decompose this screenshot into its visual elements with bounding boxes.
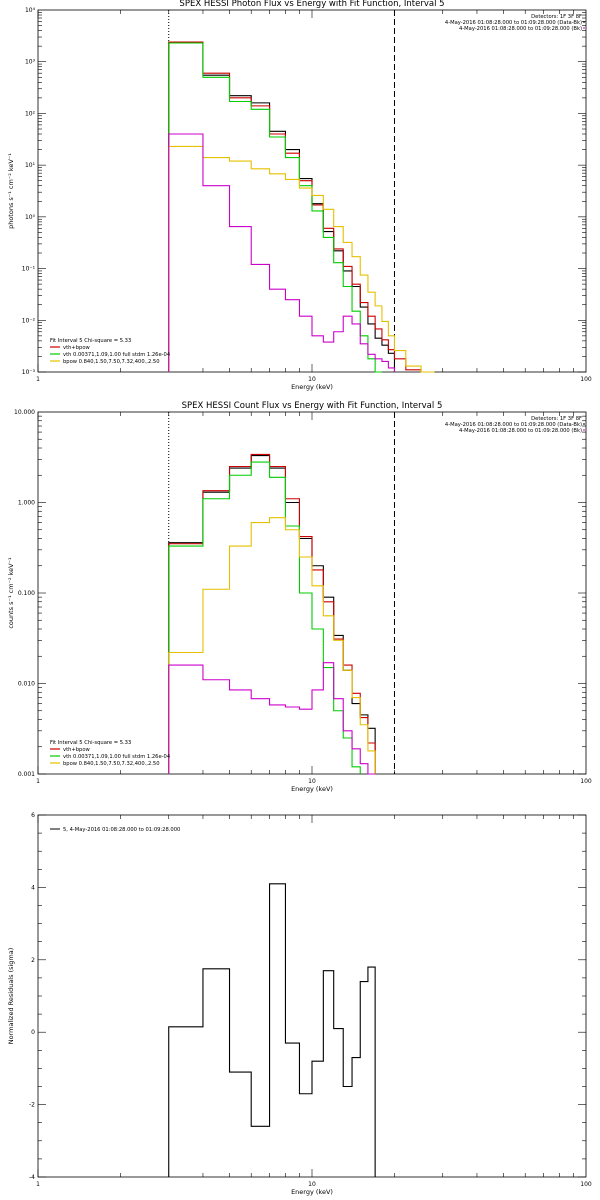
chart-panel-1: SPEX HESSI Photon Flux vs Energy with Fi… (7, 0, 592, 391)
y-tick-label: 0 (31, 1029, 35, 1036)
x-tick-label: 1 (36, 376, 40, 383)
header-line: Detectors: 1F 3F 8F (531, 14, 582, 20)
y-tick-label: 2 (31, 957, 35, 964)
series-data-line (168, 41, 396, 372)
x-tick-label: 10 (308, 778, 316, 785)
y-axis-label: counts s⁻¹ cm⁻² keV⁻¹ (7, 557, 15, 629)
legend-label: vth+bpow (63, 345, 90, 351)
y-axis-label: photons s⁻¹ cm⁻² keV⁻¹ (7, 153, 15, 229)
series-bpow-line (168, 517, 376, 774)
header-line: 4-May-2016 01:08:28.000 to 01:09:28.000 … (445, 20, 582, 26)
legend-label: 5, 4-May-2016 01:08:28.000 to 01:09:28.0… (63, 827, 180, 833)
y-tick-label: 10¹ (25, 162, 36, 169)
y-tick-label: 10⁴ (25, 7, 36, 14)
x-tick-label: 100 (580, 1181, 592, 1188)
x-tick-label: 10 (308, 1181, 316, 1188)
series-bk-line (168, 133, 396, 372)
x-axis-label: Energy (keV) (291, 785, 333, 793)
y-tick-label: -4 (29, 1174, 35, 1181)
series-vth-line (168, 461, 361, 774)
series-bk-line (168, 662, 376, 775)
fit-note: Fit Interval 5 Chi-square = 5.33 (50, 740, 131, 746)
y-tick-label: 0.100 (18, 590, 35, 597)
plot-frame (37, 814, 587, 1178)
y-tick-label: 0.001 (18, 771, 35, 778)
x-tick-label: 10 (308, 376, 316, 383)
y-tick-label: 0.010 (18, 681, 35, 688)
legend-label: vth 0.00371,1.09,1.00 full stdm 1.26e-04 (63, 754, 171, 760)
chart-panel-3: 1 10 100 Energy (keV) -4 -2 0 2 4 6 Normalized Res… (7, 812, 592, 1196)
y-tick-label: 10.000 (14, 409, 35, 416)
x-axis-label: Energy (keV) (291, 383, 333, 391)
y-tick-label: 10⁻¹ (22, 266, 36, 273)
chart-title: SPEX HESSI Count Flux vs Energy with Fit… (182, 401, 443, 411)
header-line: 4-May-2016 01:08:28.000 to 01:09:28.000 … (459, 26, 582, 32)
x-tick-label: 1 (36, 1181, 40, 1188)
y-tick-label: -2 (29, 1102, 35, 1109)
y-tick-label: 1.000 (18, 500, 35, 507)
legend-label: bpow 0.840,1.50,7.50,7.32,400.,2.50 (63, 761, 160, 767)
y-axis-label: Normalized Residuals (sigma) (7, 948, 15, 1045)
x-tick-label: 100 (580, 376, 592, 383)
y-tick-label: 10⁻² (22, 317, 36, 324)
y-tick-label: 10³ (25, 59, 36, 66)
x-tick-label: 1 (36, 778, 40, 785)
y-tick-label: 10⁰ (25, 214, 36, 221)
series-residuals-line (168, 883, 376, 1177)
series-vth-line (168, 42, 382, 373)
legend-label: bpow 0.840,1.50,7.50,7.32,400.,2.50 (63, 359, 160, 365)
chart-title: SPEX HESSI Photon Flux vs Energy with Fi… (179, 0, 444, 9)
y-tick-label: 4 (31, 884, 35, 891)
y-tick-label: 10⁻³ (22, 369, 36, 376)
y-tick-label: 10² (25, 110, 36, 117)
y-tick-label: 6 (31, 812, 35, 819)
header-line: Detectors: 1F 3F 8F (531, 416, 582, 422)
legend-label: vth+bpow (63, 747, 90, 753)
legend-label: vth 0.00371,1.09,1.00 full stdm 1.26e-04 (63, 352, 171, 358)
series-data-line (168, 455, 376, 774)
x-tick-label: 100 (580, 778, 592, 785)
series-bpow-line (168, 145, 435, 373)
x-axis-label: Energy (keV) (291, 1188, 333, 1196)
chart-panel-2: SPEX HESSI Count Flux vs Energy with Fit… (7, 401, 592, 793)
series-vth+bpow-line (168, 453, 376, 774)
header-line: 4-May-2016 01:08:28.000 to 01:09:28.000 … (445, 422, 582, 428)
header-line: 4-May-2016 01:08:28.000 to 01:09:28.000 … (459, 428, 582, 434)
fit-note: Fit Interval 5 Chi-square = 5.33 (50, 338, 131, 344)
